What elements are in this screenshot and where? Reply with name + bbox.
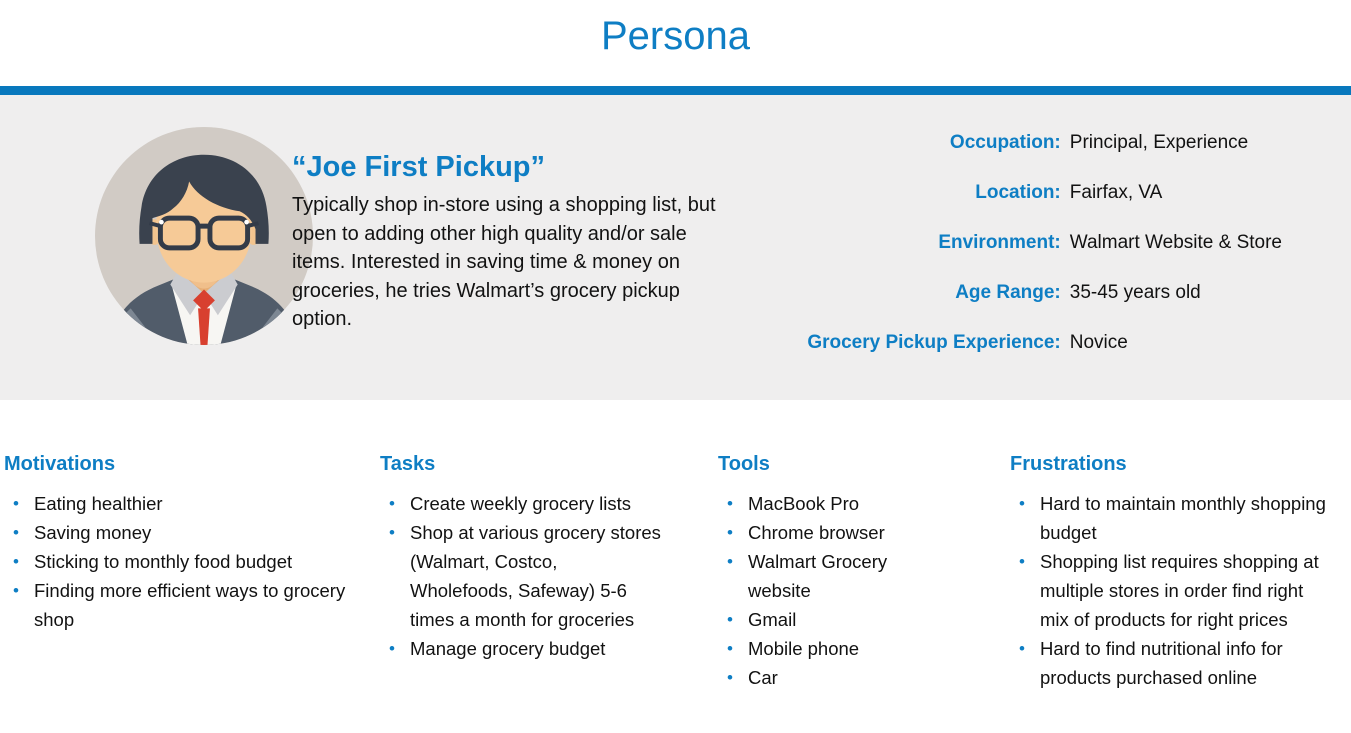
list-item: • Saving money	[4, 518, 380, 547]
list-item: • Finding more efficient ways to grocery …	[4, 576, 380, 634]
bullet-icon: •	[1019, 552, 1025, 571]
bullet-icon: •	[13, 552, 19, 571]
detail-value-4: Novice	[1069, 332, 1128, 353]
list-item: • Chrome browser	[718, 518, 1010, 547]
bullet-icon: •	[727, 494, 733, 513]
list-item: • Hard to maintain monthly shopping budge…	[1010, 489, 1347, 547]
list-item: • Shop at various grocery stores (Walmart…	[380, 518, 718, 634]
avatar	[95, 127, 313, 345]
list-item-text: Shop at various grocery stores (Walmart,…	[410, 522, 661, 630]
list-item: • Manage grocery budget	[380, 634, 718, 663]
persona-details: Occupation: Principal, Experience Location…	[807, 131, 1282, 354]
glasses-icon	[148, 215, 260, 251]
persona-intro: “Joe First Pickup” Typically shop in-sto…	[292, 150, 732, 334]
detail-label-4: Grocery Pickup Experience:	[807, 332, 1061, 353]
list-item: • MacBook Pro	[718, 489, 1010, 518]
detail-value-0: Principal, Experience	[1069, 132, 1249, 153]
detail-label-1: Location:	[975, 182, 1061, 203]
column-tasks: Tasks • Create weekly grocery lists • Shop a…	[380, 452, 718, 692]
column-tools: Tools • MacBook Pro • Chrome browser • Walmart…	[718, 452, 1010, 692]
bullet-icon: •	[727, 668, 733, 687]
list-item-text: Saving money	[34, 522, 152, 543]
list-item-text: Walmart Grocery website	[748, 551, 888, 601]
bullet-icon: •	[1019, 639, 1025, 658]
detail-value-3: 35-45 years old	[1069, 282, 1201, 303]
column-heading: Tasks	[380, 453, 436, 475]
list-item: • Eating healthier	[4, 489, 380, 518]
list-item-text: Eating healthier	[34, 493, 163, 514]
detail-label-0: Occupation:	[949, 132, 1061, 153]
list-item: • Car	[718, 663, 1010, 692]
bullet-icon: •	[389, 523, 395, 542]
list-item: • Gmail	[718, 605, 1010, 634]
bullet-icon: •	[13, 494, 19, 513]
bullet-icon: •	[727, 552, 733, 571]
bullet-icon: •	[13, 581, 19, 600]
list-item-text: Sticking to monthly food budget	[34, 551, 293, 572]
detail-value-2: Walmart Website & Store	[1069, 232, 1282, 253]
list-item-text: Gmail	[748, 609, 797, 630]
column-list: • MacBook Pro • Chrome browser • Walmart Groc…	[718, 489, 1010, 692]
list-item: • Walmart Grocery website	[718, 547, 1010, 605]
column-heading: Tools	[718, 453, 770, 475]
column-heading: Frustrations	[1010, 453, 1127, 475]
bullet-icon: •	[389, 494, 395, 513]
detail-value-1: Fairfax, VA	[1069, 182, 1163, 203]
list-item-text: Hard to maintain monthly shopping budget	[1040, 493, 1326, 543]
list-item-text: Finding more efficient ways to grocery s…	[34, 580, 346, 630]
column-frustrations: Frustrations • Hard to maintain monthly sh…	[1010, 452, 1347, 692]
title-divider-bar	[0, 86, 1351, 95]
column-list: • Create weekly grocery lists • Shop at var…	[380, 489, 718, 663]
bullet-icon: •	[13, 523, 19, 542]
list-item-text: Shopping list requires shopping at multi…	[1040, 551, 1319, 630]
persona-summary-panel: “Joe First Pickup” Typically shop in-sto…	[0, 95, 1351, 400]
attribute-columns: Motivations • Eating healthier • Saving mone…	[0, 400, 1351, 692]
list-item-text: Car	[748, 667, 778, 688]
persona-name: “Joe First Pickup”	[292, 151, 546, 183]
detail-label-2: Environment:	[938, 232, 1061, 253]
persona-description: Typically shop in-store using a shopping…	[292, 194, 716, 330]
bullet-icon: •	[727, 523, 733, 542]
list-item: • Create weekly grocery lists	[380, 489, 718, 518]
male-avatar-illustration-icon	[95, 127, 313, 345]
column-list: • Eating healthier • Saving money • Sticking …	[4, 489, 380, 634]
list-item: • Mobile phone	[718, 634, 1010, 663]
list-item-text: MacBook Pro	[748, 493, 860, 514]
bullet-icon: •	[1019, 494, 1025, 513]
list-item: • Hard to find nutritional info for produ…	[1010, 634, 1347, 692]
column-list: • Hard to maintain monthly shopping budge…	[1010, 489, 1347, 692]
list-item: • Sticking to monthly food budget	[4, 547, 380, 576]
list-item-text: Chrome browser	[748, 522, 885, 543]
column-heading: Motivations	[4, 453, 116, 475]
bullet-icon: •	[727, 639, 733, 658]
bullet-icon: •	[727, 610, 733, 629]
bullet-icon: •	[389, 639, 395, 658]
column-motivations: Motivations • Eating healthier • Saving mone…	[0, 452, 380, 692]
page-title: Persona	[601, 14, 750, 58]
list-item: • Shopping list requires shopping at mult…	[1010, 547, 1347, 634]
persona-slide: Persona	[0, 14, 1351, 692]
list-item-text: Create weekly grocery lists	[410, 493, 632, 514]
list-item-text: Hard to find nutritional info for produc…	[1040, 638, 1283, 688]
list-item-text: Mobile phone	[748, 638, 860, 659]
detail-label-3: Age Range:	[955, 282, 1061, 303]
list-item-text: Manage grocery budget	[410, 638, 606, 659]
